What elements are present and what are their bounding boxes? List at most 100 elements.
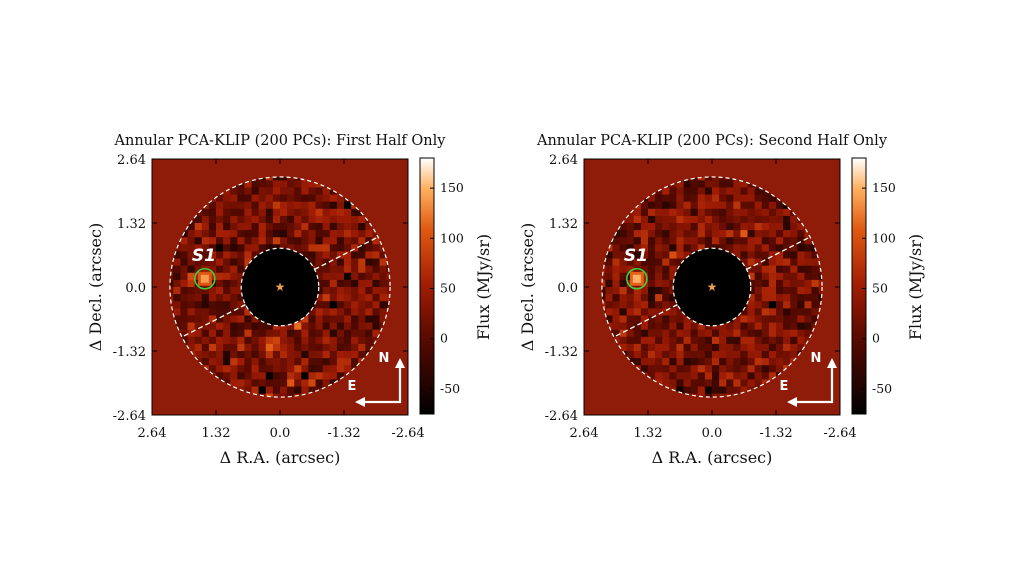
heatmap-cell (216, 208, 224, 217)
compass-north-label: N (811, 351, 822, 366)
heatmap-cell (372, 294, 380, 302)
heatmap-cell (697, 386, 706, 394)
heatmap-cell (761, 329, 770, 338)
heatmap-cell (754, 187, 763, 195)
heatmap-cell (754, 251, 763, 259)
heatmap-cell (669, 265, 677, 274)
heatmap-cell (761, 223, 770, 231)
heatmap-cell (790, 215, 798, 224)
heatmap-cell (216, 294, 224, 302)
heatmap-cell (797, 294, 805, 302)
heatmap-cell (704, 194, 713, 202)
heatmap-cell (733, 215, 741, 224)
heatmap-cell (315, 223, 323, 231)
heatmap-cell (640, 208, 649, 217)
heatmap-cell (194, 251, 203, 259)
heatmap-cell (372, 258, 380, 266)
heatmap-cell (308, 215, 316, 224)
heatmap-cell (619, 301, 627, 309)
heatmap-cell (358, 279, 366, 288)
heatmap-cell (308, 372, 316, 380)
heatmap-cell (258, 365, 267, 373)
heatmap-cell (329, 201, 338, 210)
heatmap-cell (322, 265, 331, 274)
heatmap-cell (265, 194, 274, 202)
heatmap-cell (761, 215, 770, 224)
heatmap-cell (683, 358, 691, 366)
heatmap-cell (280, 244, 288, 252)
heatmap-cell (676, 343, 684, 352)
heatmap-cell (704, 237, 713, 245)
colorbar: 150 100 50 0 -50 Flux (MJy/sr) (419, 157, 493, 415)
y-tick-label: -2.64 (113, 409, 146, 424)
heatmap-cell (351, 315, 359, 323)
heatmap-cell (301, 244, 309, 252)
heatmap-cell (747, 315, 755, 323)
heatmap-cell (719, 187, 727, 195)
heatmap-cell (358, 322, 366, 330)
heatmap-cell (790, 294, 798, 302)
heatmap-cell (280, 201, 288, 210)
heatmap-cell (223, 279, 231, 288)
heatmap-cell (180, 329, 188, 338)
heatmap-cell (208, 358, 217, 366)
heatmap-cell (626, 223, 635, 231)
heatmap-cell (790, 223, 798, 231)
heatmap-cell (223, 372, 231, 380)
heatmap-cell (662, 215, 670, 224)
heatmap-cell (690, 223, 699, 231)
heatmap-cell (733, 322, 741, 330)
heatmap-cell (754, 272, 763, 281)
heatmap-cell (790, 301, 798, 309)
heatmap-cell (640, 237, 649, 245)
heatmap-cell (265, 351, 274, 359)
heatmap-cell (797, 336, 805, 345)
heatmap-cell (626, 315, 635, 323)
heatmap-cell (619, 287, 627, 295)
heatmap-cell (662, 336, 670, 345)
heatmap-cell (747, 336, 755, 345)
heatmap-cell (336, 308, 345, 316)
heatmap-cell (315, 258, 323, 266)
heatmap-cell (329, 258, 338, 266)
heatmap-cell (662, 258, 670, 266)
heatmap-cell (216, 279, 224, 288)
heatmap-cell (244, 336, 252, 345)
heatmap-cell (315, 379, 323, 387)
heatmap-cell (301, 343, 309, 352)
heatmap-cell (230, 336, 238, 345)
heatmap-cell (208, 336, 217, 345)
heatmap-cell (301, 215, 309, 224)
subregion-divider (181, 304, 246, 338)
heatmap-cell (640, 201, 649, 210)
heatmap-cell (704, 215, 713, 224)
heatmap-cell (251, 379, 259, 387)
heatmap-cell (783, 215, 791, 224)
heatmap-cell (690, 237, 699, 245)
heatmap-cell (690, 358, 699, 366)
heatmap-cell (811, 279, 819, 288)
y-tick-label: 0.0 (557, 281, 578, 296)
heatmap-cell (626, 308, 635, 316)
heatmap-cell (322, 244, 331, 252)
heatmap-cell (712, 351, 720, 359)
outer-annulus-edge (169, 176, 391, 398)
heatmap-cell (230, 223, 238, 231)
heatmap-cell (351, 322, 359, 330)
heatmap-cell (329, 265, 338, 274)
heatmap-cell (719, 201, 727, 210)
heatmap-cell (726, 194, 734, 202)
heatmap-cell (761, 308, 770, 316)
heatmap-cell (322, 208, 331, 217)
x-tick-label: 1.32 (634, 426, 663, 441)
heatmap-cell (619, 315, 627, 323)
heatmap-cell (754, 358, 763, 366)
colorbar-tick-label: -50 (440, 381, 460, 396)
heatmap-cell (216, 223, 224, 231)
heatmap-cell (726, 379, 734, 387)
heatmap-cell (237, 272, 245, 281)
heatmap-cell (344, 251, 352, 259)
heatmap-cell (619, 294, 627, 302)
heatmap-cell (308, 187, 316, 195)
heatmap-cell (194, 258, 203, 266)
